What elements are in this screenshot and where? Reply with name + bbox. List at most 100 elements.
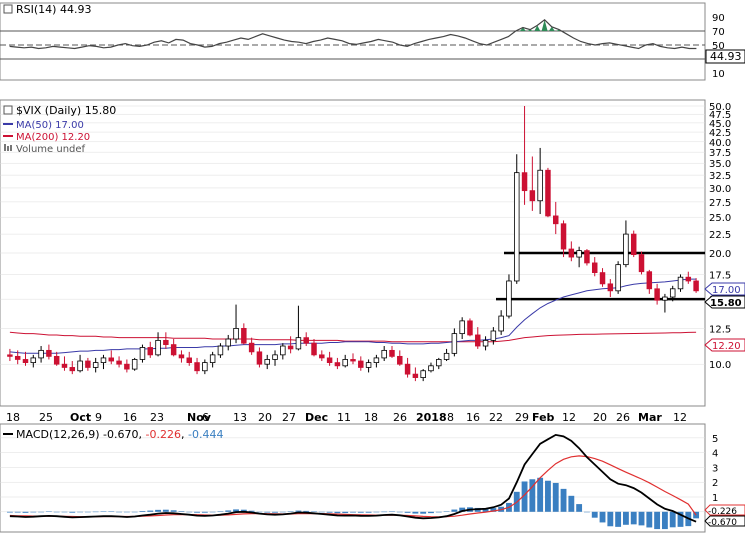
candle-body	[342, 359, 348, 367]
candle-body	[514, 172, 520, 282]
candle-body	[77, 360, 83, 372]
candle-body	[46, 349, 52, 357]
candle	[77, 354, 83, 373]
macd-histogram-bar	[607, 511, 614, 527]
candle-body	[85, 360, 91, 368]
candle	[311, 339, 317, 357]
macd-histogram-bar	[287, 511, 294, 512]
macd-histogram-bar	[661, 511, 668, 530]
price-tick-label: 45.0	[709, 119, 731, 130]
candle	[506, 274, 512, 319]
candle	[155, 332, 161, 357]
macd-tick-label: 1	[712, 493, 718, 504]
candle-body	[287, 345, 294, 350]
price-tick-label: 47.5	[709, 110, 731, 121]
x-tick-label: 25	[39, 411, 53, 424]
macd-histogram-bar	[669, 511, 676, 528]
macd-histogram-bar	[443, 511, 450, 512]
macd-histogram-bar	[654, 511, 661, 530]
macd-histogram-bar	[615, 511, 622, 527]
candle-body	[209, 354, 216, 364]
candle	[241, 323, 247, 345]
candle	[607, 279, 614, 298]
rsi-current-value: 44.93	[710, 50, 742, 63]
rsi-label: RSI(14) 44.93	[16, 3, 91, 16]
candle	[46, 344, 52, 360]
candle	[685, 271, 692, 284]
candle	[662, 293, 668, 313]
macd-histogram-bar	[552, 482, 559, 512]
candle	[350, 353, 356, 365]
macd-histogram-bar	[69, 511, 76, 513]
macd-histogram-bar	[630, 511, 637, 525]
last-price-text: 15.80	[710, 298, 742, 309]
candle-body	[163, 339, 169, 345]
macd-tick-label: 5	[712, 434, 718, 445]
macd-histogram-bar	[576, 504, 583, 512]
candle	[61, 356, 68, 371]
price-tick-label: 10.0	[709, 360, 731, 371]
candle-body	[615, 264, 621, 292]
macd-histogram-bar	[248, 510, 255, 512]
candle	[630, 230, 637, 258]
price-grid	[0, 105, 705, 365]
candle-body	[280, 345, 286, 356]
macd-histogram-bar	[334, 511, 341, 514]
macd-histogram-bar	[537, 477, 544, 512]
x-tick-label: 2018	[416, 411, 447, 424]
candle	[202, 359, 208, 375]
candle-body	[646, 271, 653, 290]
candle-body	[178, 354, 185, 359]
price-tick-label: 37.5	[709, 148, 731, 159]
price-tick-label: 42.5	[709, 128, 731, 139]
candle	[334, 357, 341, 370]
candle-body	[498, 315, 504, 332]
candle-body	[256, 351, 263, 365]
price-reference-lines	[496, 251, 705, 301]
price-tick-label: 20.0	[709, 249, 731, 260]
candle-body	[303, 337, 309, 344]
x-tick-label: 9	[95, 411, 102, 424]
rsi-tick-label: 70	[712, 27, 725, 38]
candle	[459, 317, 465, 340]
ma50-line	[9, 278, 697, 354]
ma50-value-text: 17.00	[712, 285, 741, 296]
macd-legend-macd: -0.670	[103, 428, 138, 441]
macd-legend-signal: -0.226	[146, 428, 181, 441]
candle	[365, 359, 372, 373]
macd-histogram-bar	[225, 510, 232, 512]
candle-body	[420, 370, 426, 378]
candle	[404, 357, 411, 378]
candle-body	[459, 320, 465, 335]
price-tick-label: 17.5	[709, 270, 731, 281]
candle	[217, 343, 224, 358]
candle	[92, 357, 99, 373]
rsi-tick-label: 50	[712, 41, 725, 52]
candle-body	[202, 362, 208, 372]
macd-histogram-bar	[404, 511, 411, 513]
x-tick-label: Nov	[187, 411, 212, 424]
candle-body	[38, 349, 44, 359]
candle-body	[147, 347, 153, 356]
candle-body	[428, 365, 434, 372]
candle	[482, 336, 489, 351]
x-tick-label: 20	[258, 411, 272, 424]
macd-histogram-bar	[560, 488, 567, 512]
candle	[233, 304, 239, 344]
candle	[225, 334, 231, 351]
rsi-line	[9, 19, 697, 50]
candle	[22, 351, 29, 366]
macd-tick-label: 4	[712, 449, 718, 460]
macd-histogram-bar	[147, 510, 154, 512]
x-tick-label: 26	[393, 411, 407, 424]
x-tick-label: Feb	[532, 411, 555, 424]
candle-body	[241, 328, 247, 344]
candle-body	[638, 254, 645, 273]
macd-histogram-bar	[521, 481, 528, 512]
candle	[373, 354, 380, 368]
candle-body	[545, 169, 551, 217]
candle-body	[194, 362, 200, 372]
macd-histogram-bar	[30, 511, 37, 513]
candle	[436, 357, 442, 370]
